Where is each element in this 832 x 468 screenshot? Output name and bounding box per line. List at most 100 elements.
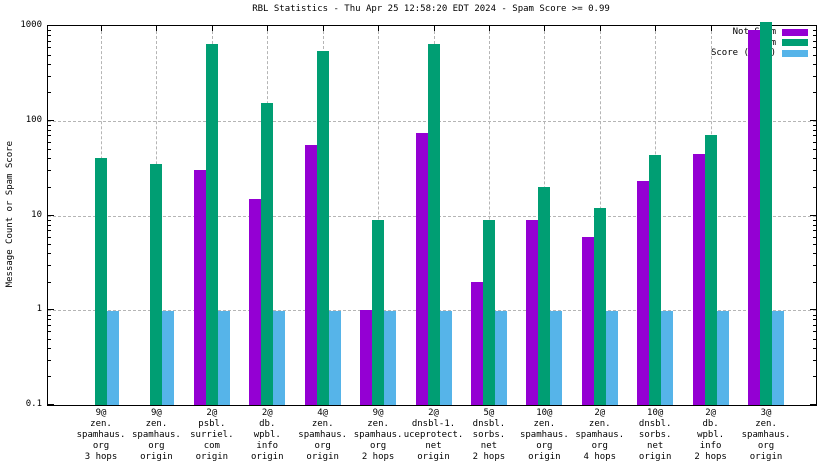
y-tick-label: 10 (31, 209, 42, 220)
y-tick-label: 1000 (20, 20, 42, 30)
y-axis-minor-tick (48, 135, 51, 137)
y-axis-major-tick (810, 404, 816, 405)
y-axis-minor-tick (48, 149, 51, 151)
x-category-label: 2@ db. wpbl. info origin (250, 408, 284, 462)
x-category-label: 2@ psbl. surriel. com origin (190, 408, 234, 462)
y-axis-minor-tick (48, 359, 51, 361)
y-axis-minor-tick (48, 158, 51, 160)
y-axis-minor-tick (48, 314, 51, 316)
y-axis-minor-tick (813, 125, 816, 127)
y-axis-minor-tick (48, 253, 51, 255)
bar-not-spam-3 (193, 170, 206, 405)
y-axis-minor-tick (813, 35, 816, 37)
y-axis-minor-tick (48, 230, 51, 232)
y-axis-minor-tick (48, 347, 51, 349)
y-axis-minor-tick (48, 63, 51, 65)
y-axis-minor-tick (813, 170, 816, 172)
bar-spam-3 (205, 43, 218, 405)
x-axis-tick (488, 26, 490, 31)
bar-score-10 (605, 310, 618, 405)
legend-swatch-spam-icon (782, 39, 808, 47)
y-tick-label: 0.1 (25, 399, 42, 409)
x-axis-tick (267, 26, 269, 31)
y-axis-minor-tick (48, 338, 51, 340)
y-axis-major-tick (48, 309, 54, 311)
y-axis-major-tick (48, 25, 54, 26)
y-axis-minor-tick (813, 265, 816, 267)
y-axis-minor-tick (48, 219, 51, 221)
legend-label-score: Score (0..1) (710, 48, 776, 59)
bar-not-spam-10 (581, 236, 594, 405)
y-axis-minor-tick (813, 230, 816, 232)
y-axis-minor-tick (48, 170, 51, 172)
bar-not-spam-11 (637, 181, 650, 405)
x-category-label: 3@ zen. spamhaus. org origin (741, 408, 791, 462)
x-category-label: 10@ zen. spamhaus. org origin (519, 408, 569, 462)
x-category-label: 9@ zen. spamhaus. org 3 hops (76, 408, 126, 462)
legend-swatch-score-icon (782, 49, 808, 57)
x-axis-tick (433, 26, 435, 31)
bar-score-8 (494, 310, 507, 405)
bar-not-spam-9 (526, 219, 539, 405)
bar-spam-9 (538, 186, 551, 405)
y-axis-minor-tick (813, 40, 816, 42)
x-axis-tick (378, 26, 380, 31)
y-axis-minor-tick (813, 47, 816, 49)
y-axis-minor-tick (48, 244, 51, 246)
y-axis-minor-tick (813, 135, 816, 137)
y-axis-major-tick (48, 214, 54, 216)
plot-area: Not Spam Spam Score (0..1) (47, 22, 817, 406)
y-axis-minor-tick (813, 314, 816, 316)
x-category-label: 9@ zen. spamhaus. org 2 hops (353, 408, 403, 462)
y-axis-minor-tick (48, 324, 51, 326)
y-axis-minor-tick (813, 30, 816, 32)
bar-score-9 (550, 310, 563, 405)
bar-not-spam-13 (748, 30, 761, 405)
y-axis-minor-tick (813, 186, 816, 188)
y-axis-minor-tick (813, 319, 816, 321)
y-axis-minor-tick (813, 236, 816, 238)
bar-score-13 (772, 310, 785, 405)
bar-score-12 (716, 310, 729, 405)
y-tick-label: 100 (25, 114, 42, 125)
y-axis-minor-tick (48, 141, 51, 143)
y-axis-minor-tick (813, 129, 816, 131)
y-axis-major-tick (48, 119, 54, 121)
bar-score-1 (107, 310, 119, 405)
y-axis-minor-tick (48, 125, 51, 127)
bar-spam-12 (704, 135, 717, 405)
y-axis-minor-tick (813, 141, 816, 143)
y-axis-minor-tick (48, 35, 51, 37)
bar-score-2 (162, 310, 175, 405)
bar-not-spam-5 (304, 145, 317, 405)
y-axis-minor-tick (813, 158, 816, 160)
bar-spam-11 (649, 154, 662, 405)
y-axis-minor-tick (48, 376, 51, 378)
y-axis-major-tick (810, 309, 816, 311)
bar-score-3 (217, 310, 230, 405)
y-axis-minor-tick (813, 219, 816, 221)
y-axis-minor-tick (48, 54, 51, 56)
x-axis-tick (322, 26, 324, 31)
x-category-label: 2@ dnsbl-1. uceprotect. net origin (403, 408, 464, 462)
bar-score-5 (328, 310, 341, 405)
y-axis-minor-tick (813, 376, 816, 378)
y-axis-minor-tick (813, 338, 816, 340)
bar-not-spam-4 (249, 198, 262, 405)
y-axis-minor-tick (48, 236, 51, 238)
chart-title: RBL Statistics - Thu Apr 25 12:58:20 EDT… (252, 4, 610, 14)
bar-score-7 (439, 310, 452, 405)
y-axis-major-tick (810, 119, 816, 121)
x-axis-tick (599, 26, 601, 31)
y-axis-minor-tick (48, 40, 51, 42)
bar-spam-4 (261, 102, 274, 405)
bar-score-4 (273, 310, 286, 405)
y-axis-minor-tick (813, 359, 816, 361)
y-axis-minor-tick (813, 281, 816, 283)
bar-score-11 (661, 310, 674, 405)
bar-spam-1 (95, 158, 107, 405)
y-axis-minor-tick (813, 244, 816, 246)
bar-spam-6 (372, 219, 385, 405)
bar-not-spam-8 (470, 281, 483, 405)
